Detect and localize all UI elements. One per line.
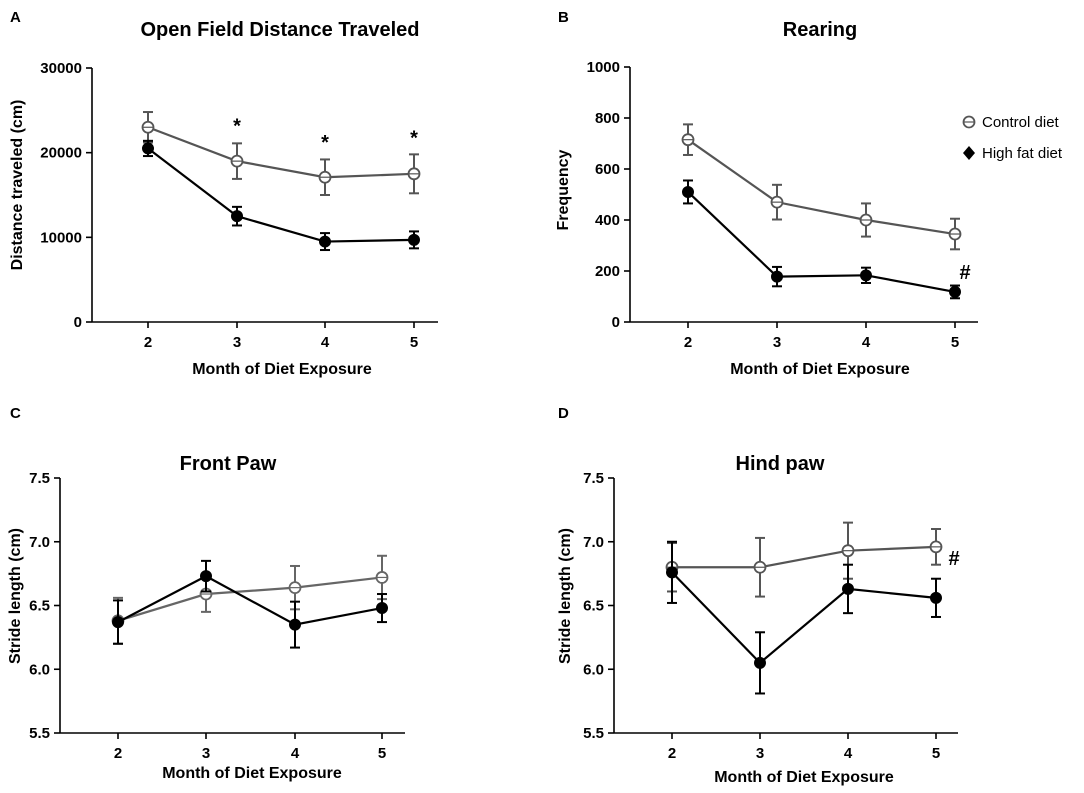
x-tick-label: 3 (202, 745, 210, 762)
chart-title: Front Paw (180, 453, 277, 475)
series-line (672, 545, 937, 569)
y-tick-label: 7.0 (583, 534, 604, 551)
x-tick-label: 5 (932, 745, 940, 762)
y-tick-label: 7.5 (29, 470, 50, 487)
series-line (687, 191, 956, 293)
data-point (112, 616, 124, 629)
y-axis-label: Stride length (cm) (7, 528, 24, 664)
y-tick-label: 1000 (587, 59, 620, 76)
data-point (949, 285, 961, 298)
data-point (771, 270, 783, 283)
data-point (319, 235, 331, 248)
series-high-fat-diet (666, 540, 942, 695)
series-line (117, 574, 383, 626)
x-tick-label: 4 (321, 334, 330, 351)
data-point (842, 582, 854, 595)
legend-label: Control diet (982, 114, 1060, 131)
series-high-fat-diet (112, 559, 388, 649)
series-control-diet (665, 521, 943, 598)
data-point (666, 566, 678, 579)
y-tick-label: 30000 (40, 60, 82, 77)
y-tick-label: 0 (612, 314, 620, 331)
chart-title: Rearing (783, 19, 857, 41)
x-tick-label: 4 (844, 745, 853, 762)
series-line (671, 571, 937, 665)
y-tick-label: 6.5 (583, 598, 604, 615)
y-tick-label: 6.0 (583, 661, 604, 678)
x-tick-label: 5 (410, 334, 418, 351)
data-point (376, 602, 388, 615)
significance-marker: # (959, 262, 970, 284)
legend: Control diet High fat diet (962, 114, 1063, 162)
data-point (289, 618, 301, 631)
y-tick-label: 6.0 (29, 661, 50, 678)
data-point (860, 269, 872, 282)
data-point (930, 591, 942, 604)
legend-label: High fat diet (982, 145, 1063, 162)
y-tick-label: 7.0 (29, 534, 50, 551)
significance-marker: # (948, 548, 959, 570)
significance-marker: * (410, 128, 418, 150)
panel-c: C Front Paw 5.5 6.0 6.5 7.0 7.5 2 3 4 5 Month of Di… (7, 405, 405, 782)
y-tick-label: 600 (595, 161, 620, 178)
panel-label: C (10, 405, 21, 422)
panel-label: B (558, 9, 569, 26)
data-point (682, 185, 694, 198)
y-tick-label: 200 (595, 263, 620, 280)
data-point (408, 233, 420, 246)
data-point (231, 210, 243, 223)
significance-marker: * (233, 116, 241, 138)
y-axis-label: Stride length (cm) (557, 528, 574, 664)
series-line (147, 126, 415, 179)
chart-title: Hind paw (736, 453, 825, 475)
y-axis-label: Distance traveled (cm) (9, 100, 26, 271)
legend-marker-high-fat (963, 146, 975, 160)
series-line (687, 138, 956, 236)
x-tick-label: 3 (233, 334, 241, 351)
x-tick-label: 3 (773, 334, 781, 351)
panel-a: A Open Field Distance Traveled 0 10000 20000… (9, 9, 438, 378)
x-tick-label: 2 (684, 334, 692, 351)
x-tick-label: 4 (291, 745, 300, 762)
x-tick-label: 3 (756, 745, 764, 762)
y-tick-label: 0 (74, 314, 82, 331)
x-tick-label: 2 (144, 334, 152, 351)
x-tick-label: 5 (378, 745, 386, 762)
y-tick-label: 7.5 (583, 470, 604, 487)
panel-d: D Hind paw 5.5 6.0 6.5 7.0 7.5 2 3 4 5 Month of Die… (557, 405, 960, 786)
x-axis-label: Month of Diet Exposure (192, 361, 372, 378)
x-tick-label: 2 (114, 745, 122, 762)
series-line (147, 147, 415, 243)
series-line (117, 576, 383, 622)
x-axis-label: Month of Diet Exposure (714, 769, 894, 786)
data-point (754, 656, 766, 669)
panel-b: B Rearing 0 200 400 600 800 1000 2 3 4 5 Month of Di… (555, 9, 978, 378)
y-tick-label: 10000 (40, 229, 82, 246)
data-point (200, 570, 212, 583)
y-tick-label: 400 (595, 212, 620, 229)
y-tick-label: 20000 (40, 145, 82, 162)
x-tick-label: 5 (951, 334, 959, 351)
y-tick-label: 6.5 (29, 598, 50, 615)
data-point (142, 142, 154, 155)
series-high-fat-diet (682, 179, 961, 300)
x-axis-label: Month of Diet Exposure (730, 361, 910, 378)
series-high-fat-diet (142, 139, 420, 252)
significance-marker: * (321, 132, 329, 154)
x-tick-label: 4 (862, 334, 871, 351)
x-axis-label: Month of Diet Exposure (162, 765, 342, 782)
panel-label: A (10, 9, 21, 26)
y-axis-label: Frequency (555, 149, 572, 230)
series-control-diet (681, 123, 962, 251)
panel-label: D (558, 405, 569, 422)
y-tick-label: 5.5 (29, 725, 50, 742)
chart-title: Open Field Distance Traveled (141, 19, 420, 41)
series-control-diet (141, 111, 421, 196)
y-tick-label: 5.5 (583, 725, 604, 742)
x-tick-label: 2 (668, 745, 676, 762)
y-tick-label: 800 (595, 110, 620, 127)
